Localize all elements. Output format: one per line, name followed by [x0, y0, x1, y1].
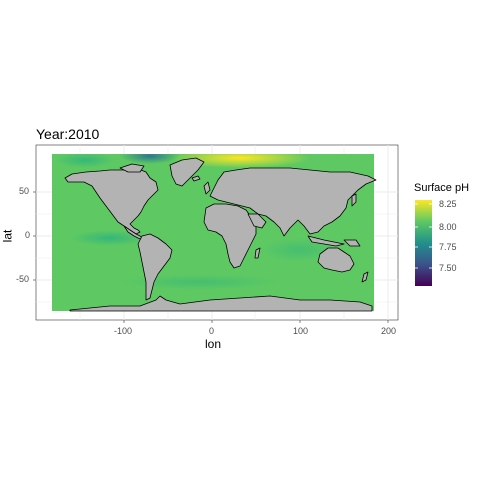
legend-title: Surface pH: [414, 182, 470, 194]
axis-ticks: [33, 191, 389, 323]
land-masses: [64, 157, 377, 312]
south-america: [137, 233, 173, 301]
legend-ticks: [415, 203, 432, 269]
x-tick-label: 200: [381, 326, 397, 336]
y-tick-label: 0: [25, 230, 31, 240]
arabian-peninsula: [247, 213, 267, 229]
southeast-asia-islands: [307, 235, 345, 247]
x-tick-label: 0: [209, 326, 215, 336]
legend-tick-label: 8.25: [439, 199, 457, 209]
greenland: [169, 157, 205, 187]
australia: [317, 247, 355, 273]
uk-ireland: [203, 181, 211, 195]
x-tick-label: 100: [293, 326, 309, 336]
africa: [203, 203, 257, 269]
y-axis-title: lat: [0, 229, 15, 243]
x-axis-title: lon: [205, 337, 222, 351]
hudson-bay-islands: [119, 163, 145, 173]
y-tick-label: -50: [16, 274, 30, 284]
plot-title: Year:2010: [36, 126, 100, 142]
japan: [351, 193, 357, 207]
new-guinea: [343, 239, 361, 247]
iceland: [191, 175, 201, 182]
antarctica: [69, 295, 373, 312]
y-tick-label: 50: [19, 186, 30, 196]
legend-colorbar: [415, 200, 432, 286]
legend-tick-label: 8.00: [439, 222, 457, 232]
madagascar: [254, 247, 261, 259]
legend-tick-label: 7.75: [439, 242, 457, 252]
legend-tick-label: 7.50: [439, 263, 457, 273]
x-tick-label: -100: [114, 326, 133, 336]
new-zealand: [361, 271, 369, 283]
